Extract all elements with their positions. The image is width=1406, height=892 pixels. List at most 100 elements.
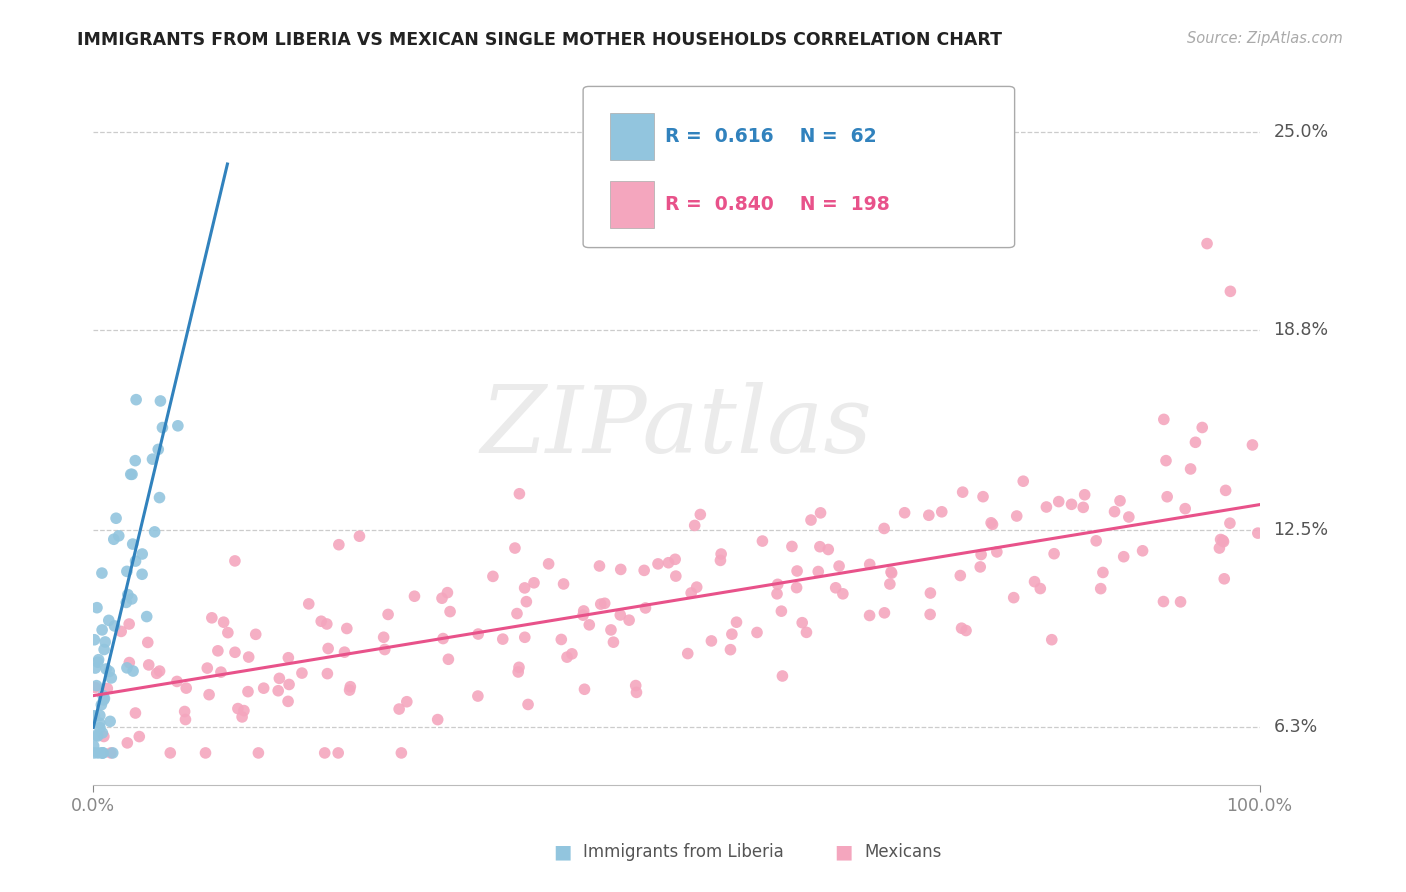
Point [689, 508, 711, 522]
Point [124, 706, 146, 720]
Point [121, 591, 143, 606]
Point [873, 521, 896, 535]
Point [647, 557, 669, 571]
Point [124, 453, 146, 467]
Point [404, 589, 426, 603]
Point [609, 607, 631, 622]
Point [969, 560, 991, 574]
Point [316, 641, 339, 656]
Point [766, 587, 789, 601]
Point [467, 627, 489, 641]
Point [1012, 474, 1035, 488]
Point [751, 534, 773, 549]
Point [174, 713, 197, 727]
Point [91, 746, 114, 760]
Point [1112, 549, 1135, 564]
Point [148, 491, 170, 505]
Point [506, 607, 529, 621]
Point [664, 552, 686, 566]
Point [513, 581, 536, 595]
Point [508, 487, 530, 501]
Point [198, 688, 221, 702]
Point [426, 713, 449, 727]
Point [145, 666, 167, 681]
Point [1040, 632, 1063, 647]
Point [981, 517, 1004, 532]
Point [1174, 501, 1197, 516]
Text: Mexicans: Mexicans [865, 843, 942, 861]
Point [721, 627, 744, 641]
Point [1212, 534, 1234, 549]
Point [120, 467, 142, 482]
Point [1241, 438, 1264, 452]
Point [681, 586, 703, 600]
Point [333, 645, 356, 659]
Point [1085, 533, 1108, 548]
Point [125, 392, 148, 407]
Point [1071, 500, 1094, 515]
Point [277, 694, 299, 708]
Point [86, 600, 108, 615]
Point [770, 604, 793, 618]
Point [634, 601, 657, 615]
Point [770, 669, 793, 683]
Point [152, 420, 174, 434]
Point [1208, 541, 1230, 555]
Point [686, 580, 709, 594]
Point [328, 746, 350, 760]
Point [1209, 533, 1232, 547]
Point [1029, 582, 1052, 596]
Point [148, 442, 170, 457]
Point [84, 681, 107, 695]
Point [553, 577, 575, 591]
Point [810, 506, 832, 520]
Point [173, 705, 195, 719]
Point [100, 746, 122, 760]
Point [107, 529, 129, 543]
Point [817, 542, 839, 557]
Point [339, 683, 361, 698]
Point [84, 661, 107, 675]
Point [86, 729, 108, 743]
Point [149, 394, 172, 409]
Point [157, 790, 180, 805]
Point [1170, 595, 1192, 609]
Point [766, 577, 789, 591]
Point [315, 617, 337, 632]
Point [314, 746, 336, 760]
Point [121, 537, 143, 551]
Point [745, 625, 768, 640]
Point [135, 609, 157, 624]
Point [492, 632, 515, 646]
Point [195, 661, 218, 675]
Point [373, 630, 395, 644]
Point [665, 569, 688, 583]
Point [90, 746, 112, 760]
Point [98, 665, 121, 679]
Point [143, 524, 166, 539]
Point [430, 591, 453, 606]
Point [86, 679, 108, 693]
Point [91, 726, 114, 740]
FancyBboxPatch shape [583, 87, 1015, 248]
Point [572, 608, 595, 623]
Point [880, 565, 903, 579]
Point [574, 682, 596, 697]
Point [952, 485, 974, 500]
Point [972, 490, 994, 504]
Point [1118, 510, 1140, 524]
Point [824, 581, 846, 595]
Point [709, 553, 731, 567]
Point [122, 664, 145, 678]
Point [166, 674, 188, 689]
Point [148, 664, 170, 678]
Text: 12.5%: 12.5% [1274, 521, 1329, 539]
Point [167, 418, 190, 433]
Point [1156, 490, 1178, 504]
Point [138, 657, 160, 672]
Point [131, 567, 153, 582]
Text: 18.8%: 18.8% [1274, 320, 1329, 339]
Point [89, 716, 111, 731]
Point [537, 557, 560, 571]
Point [298, 597, 321, 611]
